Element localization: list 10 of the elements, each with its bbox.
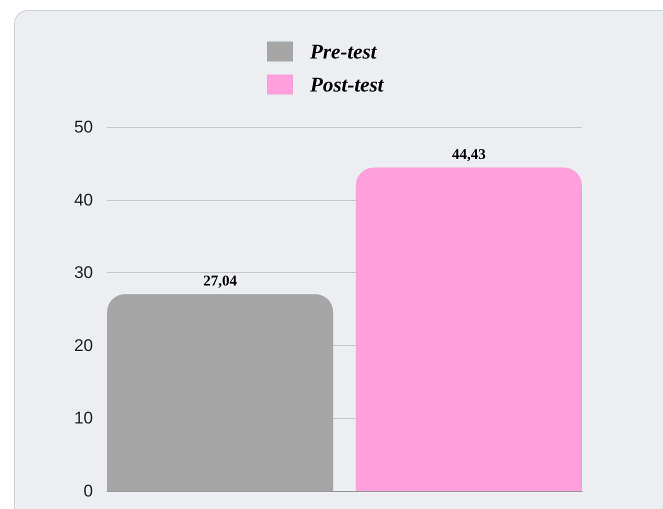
data-label: 27,04 — [203, 274, 238, 290]
y-tick-label: 10 — [74, 408, 93, 428]
legend-label: Post-test — [309, 72, 385, 96]
y-tick-label: 40 — [74, 190, 93, 210]
legend-label: Pre-test — [309, 40, 378, 64]
y-tick-label: 0 — [84, 482, 93, 500]
data-label: 44,43 — [452, 147, 486, 164]
y-tick-label: 30 — [74, 263, 93, 282]
y-tick-label: 50 — [74, 118, 93, 136]
y-tick-label: 20 — [74, 336, 93, 355]
